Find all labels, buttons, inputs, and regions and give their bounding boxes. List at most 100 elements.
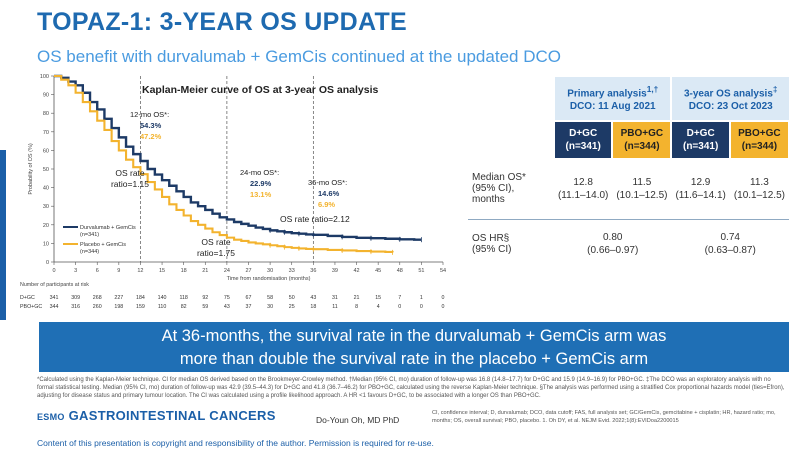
cell-value: 0.80 (603, 231, 623, 243)
x-axis-label: Time from randomisation (months) (227, 276, 311, 282)
os-hr-cell: 0.80 (0.66–0.97) (554, 218, 672, 269)
risk-row-label: PBO+GC (20, 304, 42, 310)
arm-name: D+GC (569, 128, 598, 139)
y-tick-label: 70 (43, 130, 49, 136)
x-tick-label: 39 (332, 268, 338, 274)
y-axis-label: Probability of OS (%) (28, 143, 34, 195)
esmo-logo: ESMO GASTROINTESTINAL CANCERS (37, 408, 276, 423)
presenter-name: Do-Youn Oh, MD PhD (316, 415, 400, 425)
risk-value: 227 (114, 295, 123, 301)
risk-value: 75 (224, 295, 230, 301)
arm-header: PBO+GC (n=344) (611, 120, 673, 160)
y-tick-label: 30 (43, 204, 49, 210)
chart-title: Kaplan-Meier curve of OS at 3-year OS an… (142, 84, 379, 96)
arm-header: D+GC (n=341) (552, 120, 614, 160)
os-rate-durvalumab: 22.9% (250, 179, 272, 188)
risk-value: 4 (377, 304, 380, 310)
col-group-3yr-title: 3-year OS analysis (683, 88, 773, 100)
left-accent-bar (0, 150, 6, 320)
x-tick-label: 36 (310, 268, 316, 274)
median-os-cell: 11.3 (10.1–12.5) (730, 159, 789, 219)
median-os-cell: 11.5 (10.1–12.5) (612, 159, 671, 219)
x-tick-label: 54 (440, 268, 446, 274)
risk-value: 18 (310, 304, 316, 310)
y-tick-label: 100 (40, 74, 49, 80)
x-tick-label: 12 (137, 268, 143, 274)
cell-value: 0.74 (720, 231, 740, 243)
x-tick-label: 45 (375, 268, 381, 274)
x-tick-label: 9 (117, 268, 120, 274)
risk-value: 316 (71, 304, 80, 310)
risk-value: 184 (136, 295, 145, 301)
risk-value: 92 (202, 295, 208, 301)
slide-subtitle: OS benefit with durvalumab + GemCis cont… (37, 47, 561, 66)
os-results-table: Primary analysis1,† DCO: 11 Aug 2021 3-y… (468, 77, 791, 269)
col-group-3yr-dco: DCO: 23 Oct 2023 (688, 100, 773, 112)
risk-value: 59 (202, 304, 208, 310)
risk-value: 8 (355, 304, 358, 310)
placebo-curve (54, 74, 394, 254)
risk-value: 118 (179, 295, 187, 301)
arm-n: (n=344) (624, 141, 660, 152)
cell-ci: (0.63–0.87) (704, 245, 756, 257)
legend-n: (n=344) (80, 249, 99, 255)
col-group-primary-title: Primary analysis (567, 88, 647, 100)
y-tick-label: 80 (43, 111, 49, 117)
key-message-banner: At 36-months, the survival rate in the d… (39, 322, 789, 372)
os-rate-ratio-line1: OS rate (201, 237, 231, 247)
cell-ci: (10.1–12.5) (616, 190, 668, 202)
row-label-line: Median OS* (472, 172, 526, 184)
risk-value: 0 (420, 304, 423, 310)
arm-name: PBO+GC (738, 128, 781, 139)
legend-label: Placebo + GemCis (80, 242, 126, 248)
risk-value: 30 (267, 304, 273, 310)
y-tick-label: 10 (43, 241, 49, 247)
os-rate-placebo: 47.2% (140, 132, 162, 141)
risk-value: 50 (289, 295, 295, 301)
x-tick-label: 21 (202, 268, 208, 274)
risk-value: 1 (420, 295, 423, 301)
median-os-cell: 12.9 (11.6–14.1) (671, 159, 729, 219)
legend-label: Durvalumab + GemCis (80, 225, 136, 231)
os-rate-ratio-line1: OS rate (115, 168, 145, 178)
footnotes: *Calculated using the Kaplan-Meier techn… (37, 377, 785, 399)
os-rate-durvalumab: 14.6% (318, 189, 340, 198)
os-timepoint-label: 24-mo OS*: (240, 168, 279, 177)
risk-value: 140 (158, 295, 167, 301)
arm-header: PBO+GC (n=344) (728, 120, 791, 160)
os-timepoint-label: 36-mo OS*: (308, 178, 347, 187)
x-tick-label: 24 (224, 268, 230, 274)
arm-header: D+GC (n=341) (670, 120, 731, 160)
arm-n: (n=344) (741, 141, 778, 152)
risk-table-title: Number of participants at risk (20, 282, 89, 288)
risk-value: 159 (136, 304, 145, 310)
risk-row-label: D+GC (20, 295, 35, 301)
copyright-notice: Content of this presentation is copyrigh… (37, 438, 434, 448)
x-tick-label: 0 (52, 268, 55, 274)
cell-ci: (10.1–12.5) (733, 190, 785, 202)
table-corner-2 (468, 121, 554, 159)
esmo-logo-text: GASTROINTESTINAL CANCERS (68, 408, 276, 423)
cell-value: 11.3 (750, 176, 769, 188)
risk-value: 67 (246, 295, 252, 301)
risk-value: 82 (181, 304, 187, 310)
col-group-primary-dco: DCO: 11 Aug 2021 (569, 100, 656, 112)
risk-value: 344 (50, 304, 59, 310)
risk-value: 43 (224, 304, 230, 310)
x-tick-label: 51 (418, 268, 424, 274)
durvalumab-curve (54, 74, 422, 241)
risk-value: 110 (158, 304, 166, 310)
cell-ci: (0.66–0.97) (587, 245, 639, 257)
risk-value: 268 (93, 295, 102, 301)
row-label-line: months (472, 194, 505, 206)
risk-value: 7 (398, 295, 401, 301)
y-tick-label: 60 (43, 148, 49, 154)
risk-value: 25 (289, 304, 295, 310)
cell-value: 12.9 (690, 176, 711, 188)
risk-value: 43 (310, 295, 316, 301)
col-group-primary-sup: 1,† (646, 83, 659, 94)
median-os-label: Median OS* (95% CI), months (468, 159, 554, 219)
x-tick-label: 15 (159, 268, 165, 274)
cell-ci: (11.6–14.1) (675, 190, 726, 202)
risk-value: 37 (246, 304, 252, 310)
